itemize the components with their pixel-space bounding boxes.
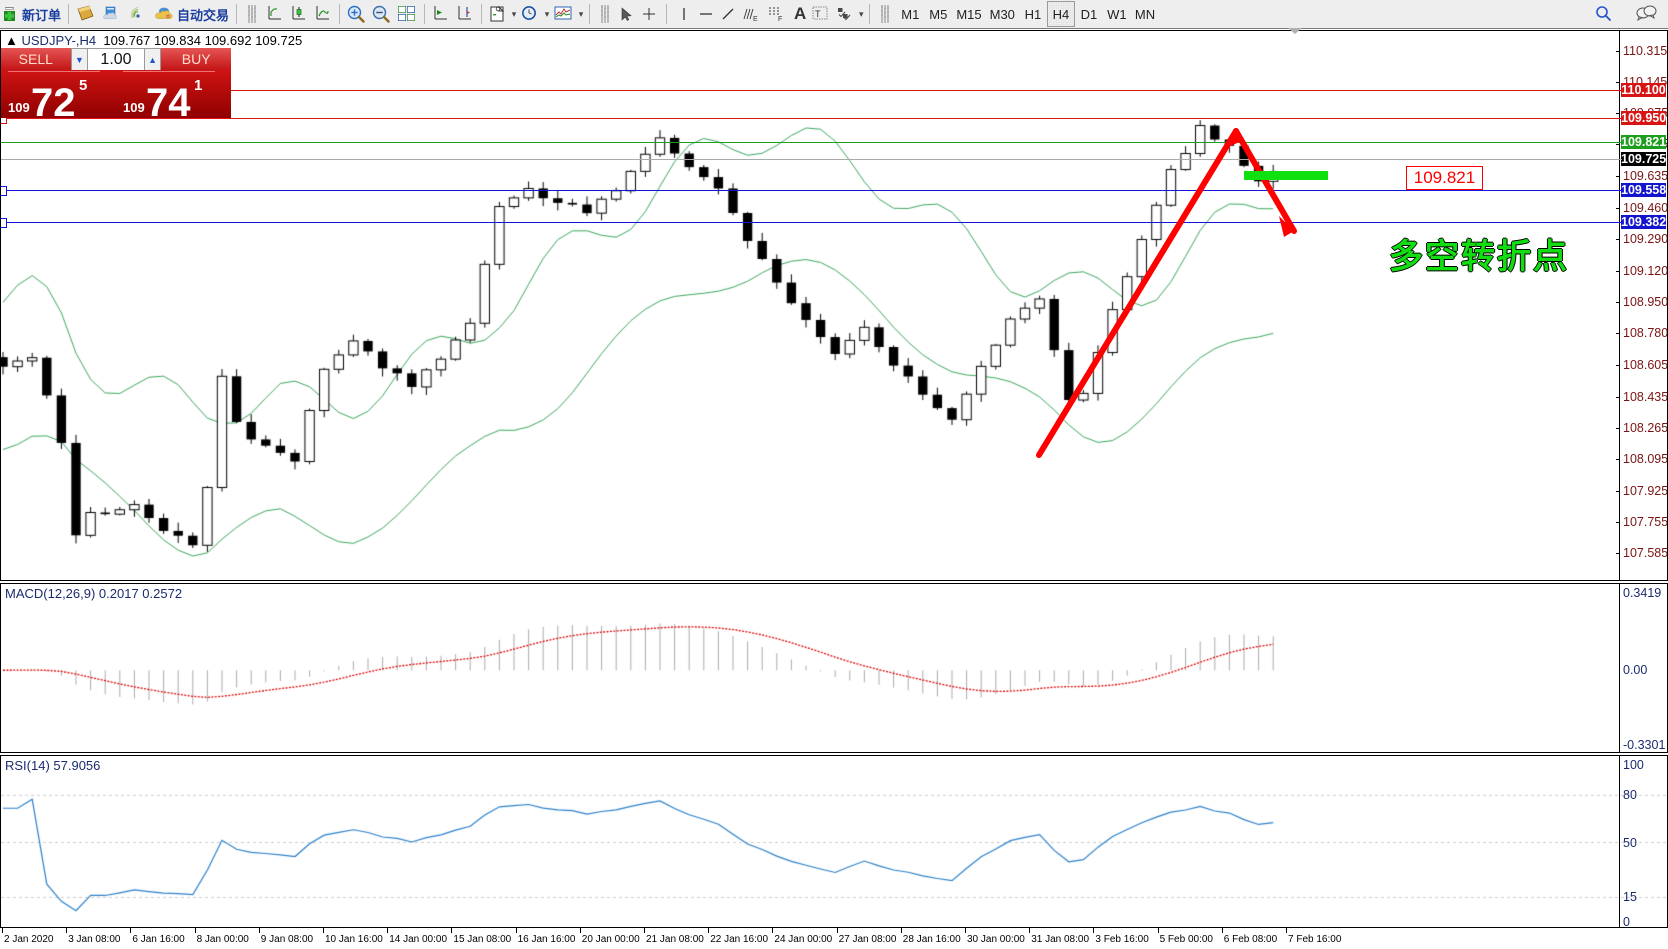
svg-text:T: T (815, 9, 821, 19)
svg-text:E: E (753, 16, 758, 22)
svg-text:F: F (778, 16, 782, 22)
